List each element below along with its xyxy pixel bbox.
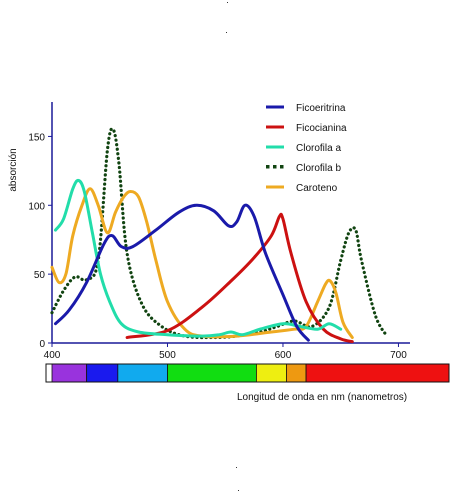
stray-dot-bottom-2 (238, 490, 239, 491)
color-bar-segment (305, 363, 450, 383)
series-layer (50, 127, 389, 344)
legend-swatch-clorofila-b (280, 165, 284, 169)
color-bar-segment (167, 363, 257, 383)
x-tick-label: 700 (390, 350, 407, 361)
stray-dot-bottom-1 (236, 467, 237, 468)
chart-legend: Ficoeritrina Ficocianina Clorofila a Clorof… (266, 103, 347, 194)
color-bar-segment (256, 363, 287, 383)
legend-label-clorofila-a: Clorofila a (296, 143, 341, 154)
stray-dot-top-1 (227, 2, 228, 3)
x-tick-label: 400 (44, 350, 61, 361)
color-bar-border (45, 363, 450, 383)
color-bar-segment (286, 363, 307, 383)
stray-dot-top-2 (226, 32, 227, 33)
x-axis-label: Longitud de onda en nm (nanometros) (237, 392, 408, 403)
x-axis-ticks: 400 500 600 700 (44, 343, 407, 361)
y-tick-label: 50 (34, 270, 46, 281)
chart-axes (51, 102, 410, 344)
color-bar-segment (117, 363, 168, 383)
spectrum-color-bar (45, 363, 450, 383)
legend-label-clorofila-b: Clorofila b (296, 163, 341, 174)
series-line-ficoeritrina (54, 203, 310, 342)
color-bar-segment (51, 363, 88, 383)
series-line-ficocianina (125, 212, 354, 344)
legend-label-ficocianina: Ficocianina (296, 123, 347, 134)
color-bar-segment (86, 363, 119, 383)
x-tick-label: 500 (159, 350, 176, 361)
y-tick-label: 0 (39, 339, 45, 350)
y-axis-label: absorción (8, 148, 19, 191)
series-line-clorofila-b (50, 127, 389, 340)
legend-label-caroteno: Caroteno (296, 183, 338, 194)
legend-swatch-clorofila-b (266, 165, 270, 169)
y-tick-label: 150 (28, 132, 45, 143)
legend-swatch-clorofila-b (273, 165, 277, 169)
x-tick-label: 600 (275, 350, 292, 361)
y-axis-ticks: 0 50 100 150 (28, 132, 52, 350)
y-tick-label: 100 (28, 201, 45, 212)
legend-label-ficoeritrina: Ficoeritrina (296, 103, 346, 114)
